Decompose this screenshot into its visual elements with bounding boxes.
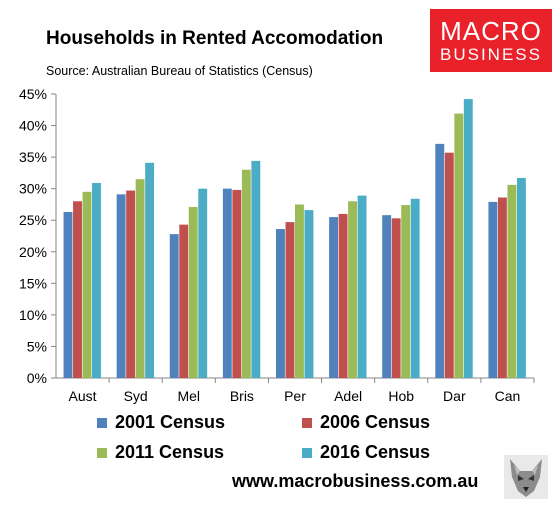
chart-title: Households in Rented Accomodation [46, 28, 384, 49]
legend-item-2006: 2006 Census [302, 412, 430, 433]
y-tick-label: 45% [19, 86, 47, 102]
bar-bris-2006 [232, 189, 242, 378]
bar-syd-2016 [145, 162, 155, 378]
legend-item-2011: 2011 Census [97, 442, 224, 463]
bar-mel-2001 [169, 234, 179, 378]
y-tick-label: 20% [19, 244, 47, 260]
legend-item-2001: 2001 Census [97, 412, 225, 433]
bar-per-2001 [276, 229, 285, 378]
bar-adel-2011 [348, 201, 358, 378]
bar-dar-2001 [435, 143, 445, 378]
bar-per-2016 [304, 210, 314, 378]
legend-swatch-2011 [97, 447, 107, 458]
wolf-logo-icon [504, 455, 548, 499]
x-tick-label: Aust [69, 388, 97, 404]
legend-label-2006: 2006 Census [320, 412, 431, 432]
y-tick-label: 35% [19, 149, 47, 165]
legend-label-2011: 2011 Census [115, 442, 225, 462]
logo-line-1: MACRO [440, 15, 542, 46]
bar-can-2011 [507, 184, 517, 378]
bar-adel-2006 [338, 213, 348, 378]
logo-line-2: BUSINESS [440, 44, 542, 64]
bar-hob-2001 [382, 215, 392, 378]
y-tick-label: 0% [27, 370, 47, 386]
bar-can-2006 [497, 197, 507, 378]
y-tick-label: 25% [19, 212, 47, 228]
bar-hob-2016 [410, 198, 420, 378]
x-tick-label: Per [284, 388, 306, 404]
bar-aust-2006 [73, 201, 82, 378]
bar-bris-2016 [251, 160, 261, 378]
bar-dar-2006 [444, 152, 454, 378]
x-tick-label: Hob [388, 388, 414, 404]
website-url: www.macrobusiness.com.au [232, 471, 479, 491]
bar-adel-2016 [357, 195, 367, 378]
y-tick-label: 30% [19, 181, 47, 197]
legend-item-2016: 2016 Census [302, 442, 430, 463]
x-tick-label: Syd [124, 388, 148, 404]
y-tick-label: 40% [19, 118, 47, 134]
bar-aust-2001 [63, 212, 73, 378]
y-tick-label: 10% [19, 307, 47, 323]
x-tick-label: Dar [443, 388, 466, 404]
bar-bris-2001 [222, 188, 232, 378]
legend-swatch-2006 [302, 417, 312, 428]
bar-can-2016 [516, 177, 526, 378]
bar-aust-2016 [92, 182, 101, 378]
bar-per-2011 [295, 204, 304, 378]
x-tick-label: Bris [230, 388, 254, 404]
x-tick-label: Can [495, 388, 521, 404]
x-tick-label: Mel [177, 388, 200, 404]
bar-aust-2011 [82, 191, 92, 378]
bar-bris-2011 [241, 169, 251, 378]
legend-swatch-2016 [302, 447, 312, 458]
bar-syd-2011 [135, 179, 145, 378]
bar-mel-2011 [188, 206, 198, 378]
y-tick-label: 5% [27, 338, 47, 354]
bar-can-2001 [488, 201, 498, 378]
bar-mel-2006 [179, 224, 189, 378]
y-tick-label: 15% [19, 275, 47, 291]
legend-swatch-2001 [97, 417, 107, 428]
bar-syd-2001 [116, 194, 126, 378]
x-tick-label: Adel [334, 388, 362, 404]
bar-hob-2006 [391, 218, 401, 378]
bar-dar-2011 [454, 113, 464, 378]
legend-label-2016: 2016 Census [320, 442, 431, 462]
macrobusiness-logo: MACRO BUSINESS [430, 9, 552, 72]
bar-syd-2006 [126, 190, 136, 378]
chart-source: Source: Australian Bureau of Statistics … [46, 64, 313, 78]
legend-label-2001: 2001 Census [115, 412, 226, 432]
bar-adel-2001 [329, 217, 339, 378]
bar-per-2006 [285, 222, 295, 378]
bar-dar-2016 [463, 99, 473, 378]
bar-mel-2016 [198, 188, 208, 378]
bar-hob-2011 [401, 205, 411, 378]
